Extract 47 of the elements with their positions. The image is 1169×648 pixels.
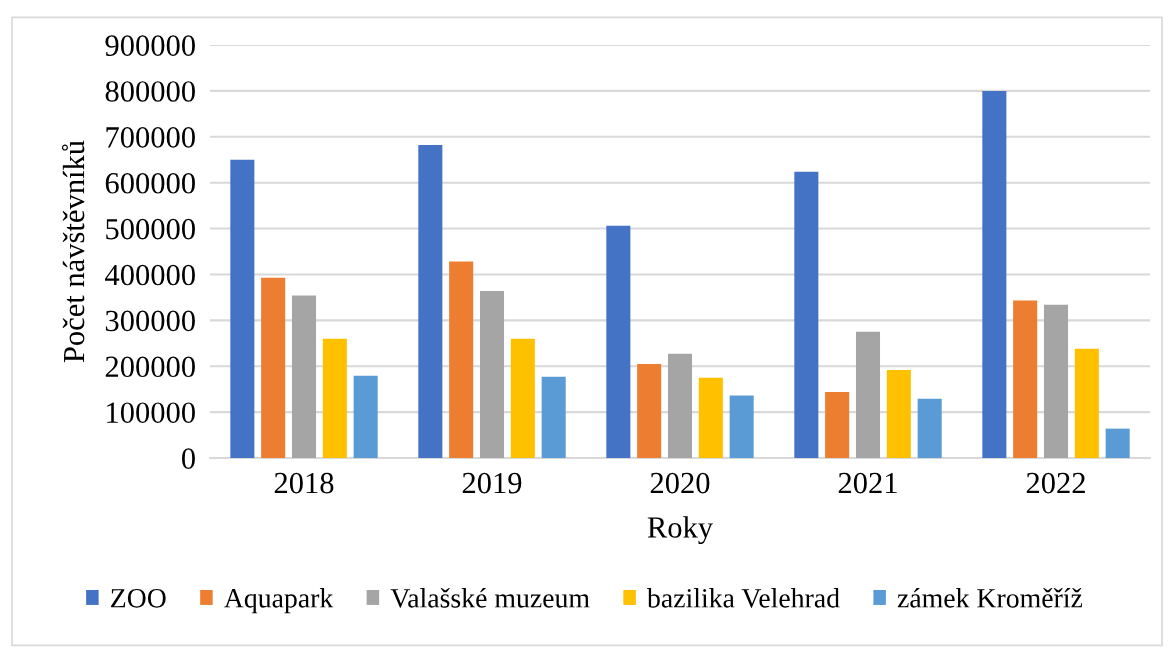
bar [353,375,378,458]
y-tick-label: 500000 [106,218,195,240]
bar [479,290,505,458]
bar [1013,300,1038,458]
y-tick-label: 0 [182,448,195,469]
legend-label: bazilika Velehrad [646,588,840,608]
legend-label: Valašské muzeum [390,588,590,608]
bar [982,90,1007,458]
bar [698,377,723,458]
bar [1074,348,1099,458]
bar [667,353,693,458]
y-tick-label: 600000 [105,172,195,194]
legend-label: Aquapark [224,588,334,614]
bar [917,398,942,458]
y-tick-label: 700000 [106,127,195,148]
bar [230,159,255,458]
x-tick-label: 2020 [650,472,710,494]
bar [794,171,819,458]
x-tick-label: 2018 [274,472,334,494]
y-tick-label: 900000 [105,35,195,56]
bar [418,145,443,458]
bar [1043,304,1069,458]
bar [606,225,631,458]
bar [855,331,881,458]
y-tick-label: 400000 [105,264,195,286]
y-tick-label: 800000 [105,81,195,102]
bar [637,363,662,458]
x-tick-label: 2021 [838,472,897,494]
x-tick-label: 2022 [1026,472,1085,494]
legend-label: ZOO [111,588,166,608]
x-axis-title: Roky [647,516,713,545]
bar [1105,428,1130,458]
legend-label: zámek Kroměříž [897,588,1083,608]
y-axis-title: Počet návštěvníků [61,140,85,363]
bar [322,338,347,458]
x-tick-label: 2019 [462,472,522,494]
bar [825,391,850,458]
y-tick-label: 300000 [105,310,195,332]
bar [729,395,754,458]
y-tick-label: 100000 [107,402,195,424]
bar [291,295,317,458]
y-tick-label: 200000 [105,356,195,378]
bar [510,338,535,458]
bar [449,261,474,458]
bar [886,369,911,458]
bar [541,376,566,458]
bar [261,277,286,458]
